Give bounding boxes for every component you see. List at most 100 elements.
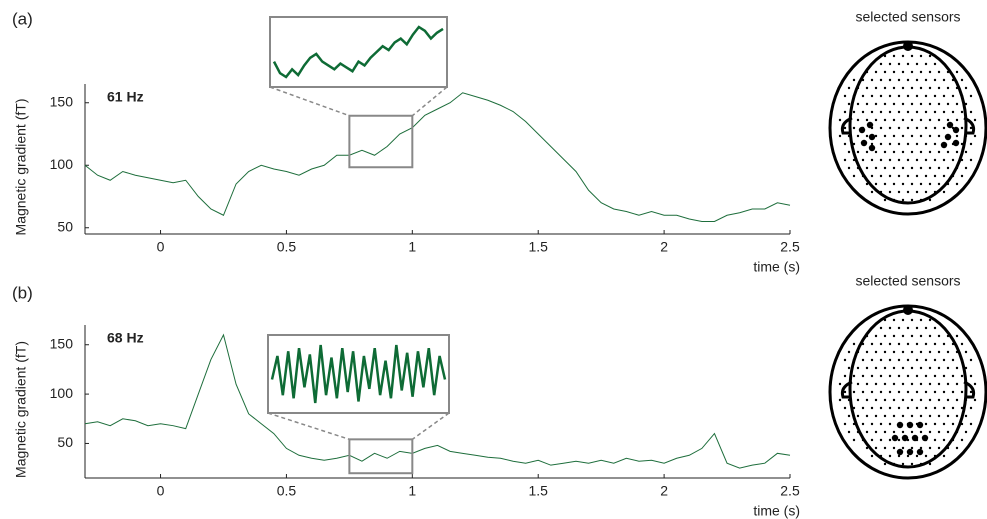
sensor (906, 342, 910, 346)
sensor (964, 102, 968, 106)
sensor (933, 110, 937, 114)
sensor (937, 398, 941, 402)
sensor (865, 166, 869, 170)
sensor (865, 414, 869, 418)
sensor (847, 118, 851, 122)
sensor (870, 326, 874, 330)
sensor (928, 446, 932, 450)
sensor (901, 86, 905, 90)
x-axis-label: time (s) (753, 259, 800, 275)
sensor (928, 70, 932, 74)
sensor (910, 318, 914, 322)
y-tick-label: 50 (57, 434, 73, 450)
sensor (901, 182, 905, 186)
y-axis-label: Magnetic gradient (fT) (13, 99, 29, 236)
sensor (906, 390, 910, 394)
sensor (874, 414, 878, 418)
sensor (856, 102, 860, 106)
sensor (897, 358, 901, 362)
selected-sensor (916, 448, 924, 456)
sensor (937, 334, 941, 338)
sensor (892, 70, 896, 74)
sensor (924, 406, 928, 410)
sensor (843, 358, 847, 362)
nose (903, 41, 913, 51)
sensor (897, 190, 901, 194)
sensor (955, 334, 959, 338)
sensor (928, 382, 932, 386)
zoom-connector (411, 412, 450, 440)
sensor (928, 462, 932, 466)
sensor (933, 406, 937, 410)
sensor (874, 366, 878, 370)
sensor (955, 86, 959, 90)
sensor (960, 94, 964, 98)
sensor (942, 174, 946, 178)
sensor (924, 358, 928, 362)
sensor (969, 390, 973, 394)
sensor (919, 54, 923, 58)
sensor (942, 62, 946, 66)
sensor (892, 86, 896, 90)
sensor (861, 110, 865, 114)
sensor (892, 462, 896, 466)
sensor (852, 142, 856, 146)
sensor (865, 86, 869, 90)
sensor (960, 406, 964, 410)
inset-line (272, 25, 444, 79)
sensor (933, 454, 937, 458)
selected-sensor (901, 434, 909, 442)
sensor-title: selected sensors (855, 9, 960, 25)
sensor (915, 78, 919, 82)
sensor (951, 438, 955, 442)
sensor (856, 366, 860, 370)
sensor (897, 342, 901, 346)
sensor (897, 94, 901, 98)
inset-line (270, 344, 447, 404)
sensor (964, 350, 968, 354)
sensor (951, 390, 955, 394)
sensor (883, 382, 887, 386)
sensor (960, 422, 964, 426)
sensor (874, 166, 878, 170)
sensor (874, 86, 878, 90)
sensor (969, 374, 973, 378)
sensor (910, 430, 914, 434)
sensor (888, 422, 892, 426)
sensor (852, 438, 856, 442)
sensor (906, 158, 910, 162)
sensor (892, 334, 896, 338)
sensor (915, 190, 919, 194)
selected-sensor (906, 421, 914, 429)
sensor (879, 390, 883, 394)
sensor (888, 406, 892, 410)
sensor (883, 446, 887, 450)
sensor (847, 398, 851, 402)
sensor (883, 102, 887, 106)
sensor (892, 182, 896, 186)
sensor (942, 78, 946, 82)
sensor (897, 158, 901, 162)
sensor (919, 102, 923, 106)
sensor (838, 134, 842, 138)
sensor (856, 134, 860, 138)
sensor (861, 94, 865, 98)
sensor (861, 390, 865, 394)
sensor (955, 398, 959, 402)
sensor (861, 174, 865, 178)
sensor (897, 62, 901, 66)
sensor (964, 134, 968, 138)
sensor (906, 174, 910, 178)
sensor (942, 358, 946, 362)
x-tick-label: 0.5 (277, 239, 297, 255)
sensor (888, 390, 892, 394)
sensor (955, 118, 959, 122)
selected-sensor (944, 133, 952, 141)
sensor (924, 126, 928, 130)
sensor (883, 398, 887, 402)
sensor (933, 422, 937, 426)
sensor (915, 342, 919, 346)
sensor (937, 150, 941, 154)
sensor (964, 118, 968, 122)
